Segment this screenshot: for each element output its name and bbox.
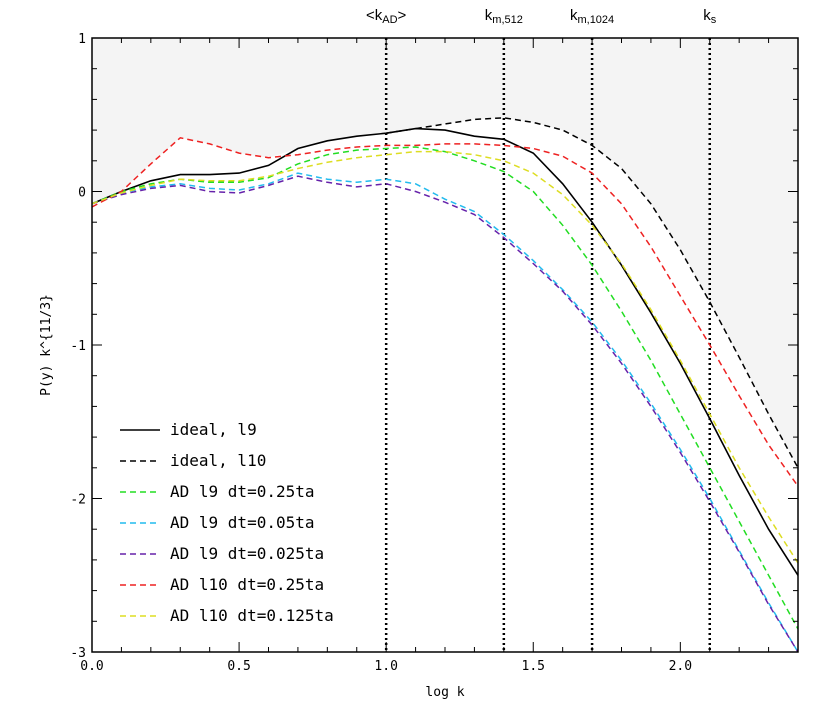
legend-label: AD l9 dt=0.05ta: [170, 513, 315, 532]
x-axis-label: log k: [425, 685, 464, 700]
vertical-marker-label: km,512: [485, 7, 523, 26]
y-axis-label: P(y) k^{11/3}: [39, 294, 54, 396]
y-tick-label: -3: [70, 646, 86, 661]
y-tick-label: 1: [78, 32, 86, 47]
legend-label: ideal, l10: [170, 451, 266, 470]
series-line-4: [91, 175, 799, 653]
legend-label: ideal, l9: [170, 420, 257, 439]
marker-main: k: [485, 7, 493, 24]
x-tick-label: 0.5: [227, 659, 250, 674]
legend: ideal, l9 ideal, l10 AD l9 dt=0.25ta AD l9 …: [120, 420, 334, 625]
vertical-marker-label: km,1024: [570, 7, 614, 26]
x-tick-label: 2.0: [669, 659, 692, 674]
x-tick-label: 1.0: [374, 659, 397, 674]
marker-sub: AD: [382, 14, 397, 26]
series-line-3: [91, 172, 799, 653]
vertical-marker-labels: <kAD> km,512 km,1024 ks: [366, 7, 717, 26]
y-tick-label: -2: [70, 493, 86, 508]
vertical-marker-lines: [384, 38, 711, 652]
x-tick-label: 1.5: [522, 659, 545, 674]
marker-sub: m,1024: [577, 14, 614, 26]
y-tick-label: -1: [70, 339, 86, 354]
vertical-marker-label: ks: [703, 7, 717, 26]
shaded-region: [92, 38, 798, 468]
marker-suffix: >: [398, 7, 407, 24]
series-line-0: [91, 127, 799, 576]
legend-label: AD l9 dt=0.25ta: [170, 482, 315, 501]
marker-sub: m,512: [492, 14, 523, 26]
marker-sub: s: [711, 14, 717, 26]
legend-label: AD l10 dt=0.125ta: [170, 606, 334, 625]
marker-main: <k: [366, 7, 383, 24]
series-line-2: [91, 146, 799, 630]
marker-main: k: [570, 7, 578, 24]
axis-ticks: [91, 37, 799, 653]
x-tick-label: 0.0: [80, 659, 103, 674]
y-tick-label: 0: [78, 186, 86, 201]
series-lines: [91, 117, 799, 653]
axis-tick-labels: 0.0 0.5 1.0 1.5 2.0 1 0 -1 -2 -3: [70, 32, 692, 674]
legend-label: AD l10 dt=0.25ta: [170, 575, 324, 594]
series-line-1: [386, 117, 799, 469]
vertical-marker-label: <kAD>: [366, 7, 407, 26]
legend-label: AD l9 dt=0.025ta: [170, 544, 324, 563]
series-line-5: [91, 136, 799, 487]
series-line-6: [91, 150, 799, 564]
marker-main: k: [703, 7, 711, 24]
